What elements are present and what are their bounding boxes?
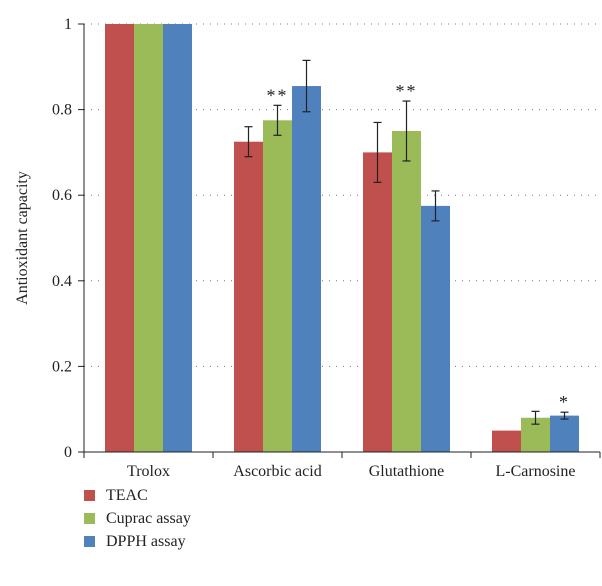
legend-item: DPPH assay (84, 530, 191, 553)
y-tick-label: 0.2 (52, 358, 72, 375)
bar-teac (363, 152, 392, 452)
bar-cuprac-assay (134, 24, 163, 452)
x-tick-label: Trolox (127, 463, 170, 480)
y-tick-label: 1 (64, 16, 72, 33)
bar-teac (234, 141, 263, 452)
bar-dpph-assay (421, 205, 450, 452)
y-tick-labels: 0 0.2 0.4 0.6 0.8 1 (52, 16, 72, 461)
x-tick-label: L-Carnosine (496, 463, 576, 480)
legend-swatch (84, 536, 95, 547)
bar-teac (492, 430, 521, 452)
significance-marker: * (559, 392, 570, 412)
legend-label: DPPH assay (106, 532, 186, 550)
error-bars (244, 59, 569, 425)
y-tick-label: 0.6 (52, 187, 72, 204)
bar-dpph-assay (292, 86, 321, 452)
bar-cuprac-assay (263, 120, 292, 453)
legend: TEAC Cuprac assay DPPH assay (84, 484, 191, 553)
bar-teac (105, 24, 134, 452)
legend-swatch (84, 513, 95, 524)
x-tick-labels: Trolox Ascorbic acid Glutathione L-Carnosin… (127, 463, 575, 480)
legend-item: TEAC (84, 484, 191, 507)
y-tick-label: 0 (64, 444, 72, 461)
bar-dpph-assay (163, 24, 192, 452)
bar-dpph-assay (550, 415, 579, 452)
bar-cuprac-assay (392, 131, 421, 452)
x-tick-label: Glutathione (369, 463, 445, 480)
legend-item: Cuprac assay (84, 507, 191, 530)
x-tick-label: Ascorbic acid (233, 463, 321, 480)
significance-markers: ** *** (267, 81, 570, 412)
legend-label: Cuprac assay (106, 509, 191, 527)
significance-marker: ** (267, 85, 289, 105)
axes (78, 23, 601, 458)
legend-label: TEAC (106, 486, 148, 504)
bars (105, 24, 579, 453)
legend-swatch (84, 490, 95, 501)
y-tick-label: 0.8 (52, 102, 72, 119)
y-axis-title: Antioxidant capacity (14, 171, 31, 305)
bar-chart: ** *** 00.20.40.60.81 Trolox Ascorbic acid… (14, 16, 601, 480)
significance-marker: ** (396, 81, 418, 101)
y-tick-label: 0.4 (52, 273, 72, 290)
